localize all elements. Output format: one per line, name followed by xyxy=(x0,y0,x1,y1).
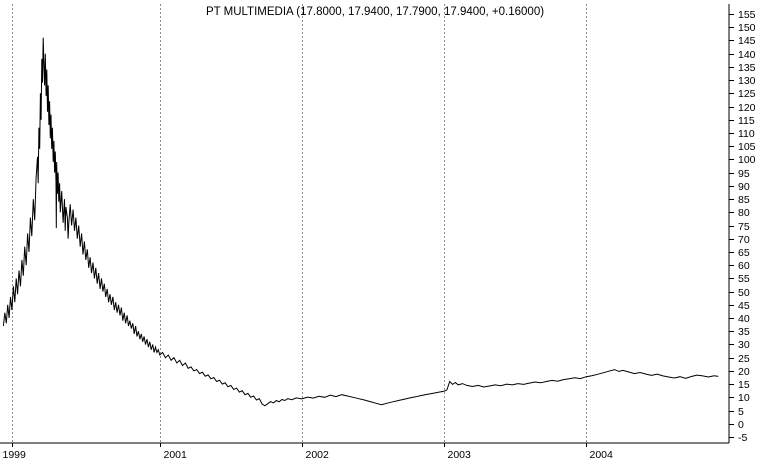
y-tick-label: 15 xyxy=(738,379,750,391)
x-tick-label: 2002 xyxy=(306,449,330,461)
y-tick-label: 125 xyxy=(738,88,756,100)
y-tick-label: 10 xyxy=(738,392,750,404)
y-tick-label: 90 xyxy=(738,181,750,193)
chart-title: PT MULTIMEDIA (17.8000, 17.9400, 17.7900… xyxy=(206,6,544,18)
y-tick-label: 45 xyxy=(738,300,750,312)
y-tick-label: 60 xyxy=(738,260,750,272)
y-tick-label: 0 xyxy=(738,419,744,431)
y-tick-label: 40 xyxy=(738,313,750,325)
y-tick-label: 140 xyxy=(738,49,756,61)
y-tick-label: 35 xyxy=(738,326,750,338)
y-tick-label: 55 xyxy=(738,273,750,285)
y-tick-label: 85 xyxy=(738,194,750,206)
y-tick-label: 5 xyxy=(738,406,744,418)
y-tick-label: 25 xyxy=(738,353,750,365)
y-tick-label: 135 xyxy=(738,62,756,74)
x-tick-label: 1999 xyxy=(3,449,27,461)
y-tick-label: 30 xyxy=(738,339,750,351)
y-tick-label: 80 xyxy=(738,207,750,219)
y-tick-label: 70 xyxy=(738,234,750,246)
x-tick-label: 2003 xyxy=(448,449,472,461)
y-tick-label: 155 xyxy=(738,9,756,21)
price-line xyxy=(2,37,719,407)
y-tick-label: 105 xyxy=(738,141,756,153)
y-tick-label: 120 xyxy=(738,102,756,114)
y-tick-label: 115 xyxy=(738,115,755,127)
y-tick-label: 65 xyxy=(738,247,750,259)
y-tick-label: 20 xyxy=(738,366,750,378)
y-tick-label: 50 xyxy=(738,287,750,299)
y-tick-label: 100 xyxy=(738,154,756,166)
y-tick-label: -5 xyxy=(738,432,747,444)
y-tick-label: 75 xyxy=(738,221,750,233)
y-tick-label: 95 xyxy=(738,168,750,180)
x-tick-label: 2004 xyxy=(590,449,614,461)
y-tick-label: 150 xyxy=(738,22,756,34)
y-tick-label: 110 xyxy=(738,128,755,140)
y-tick-label: 145 xyxy=(738,35,756,47)
y-tick-label: 130 xyxy=(738,75,756,87)
x-tick-label: 2001 xyxy=(164,449,188,461)
